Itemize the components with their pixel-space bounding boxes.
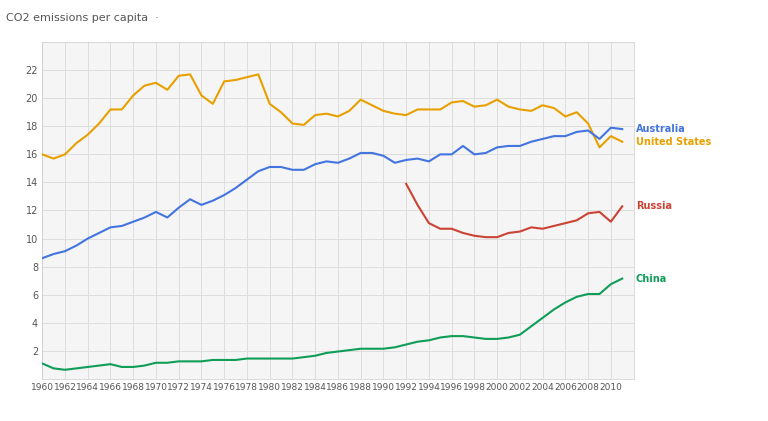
Text: Russia: Russia: [636, 201, 672, 211]
Text: United States: United States: [636, 137, 711, 147]
Text: CO2 emissions per capita  ·: CO2 emissions per capita ·: [6, 13, 159, 23]
Text: China: China: [636, 274, 667, 284]
Text: Australia: Australia: [636, 124, 686, 134]
